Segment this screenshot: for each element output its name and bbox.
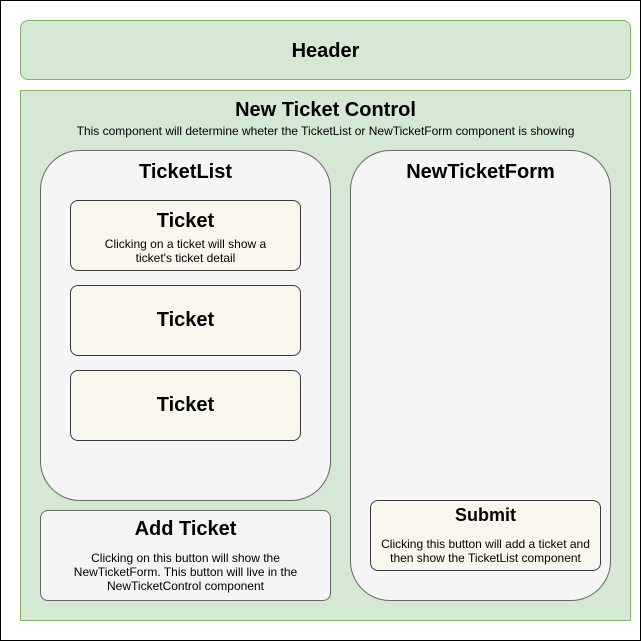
new-ticket-control-description: This component will determine wheter the… (76, 124, 575, 138)
ticket-title: Ticket (156, 210, 215, 232)
ticket-card: Ticket Clicking on a ticket will show a … (70, 200, 301, 271)
ticket-card: Ticket (70, 285, 301, 356)
ticket-title: Ticket (156, 394, 215, 416)
ticket-card: Ticket (70, 370, 301, 441)
add-ticket-description: Clicking on this button will show the Ne… (73, 551, 298, 593)
new-ticket-form-title: NewTicketForm (406, 161, 555, 183)
ticket-list-title: TicketList (139, 161, 232, 183)
add-ticket-title: Add Ticket (134, 518, 237, 540)
ticket-title: Ticket (156, 309, 215, 331)
submit-box: Submit Clicking this button will add a t… (370, 500, 601, 571)
submit-title: Submit (455, 505, 516, 525)
submit-description: Clicking this button will add a ticket a… (381, 537, 590, 565)
new-ticket-control-title: New Ticket Control (235, 99, 416, 121)
ticket-description: Clicking on a ticket will show a ticket'… (104, 237, 267, 265)
header-title: Header (291, 40, 360, 62)
header-box: Header (20, 20, 631, 80)
add-ticket-box: Add Ticket Clicking on this button will … (40, 510, 331, 601)
